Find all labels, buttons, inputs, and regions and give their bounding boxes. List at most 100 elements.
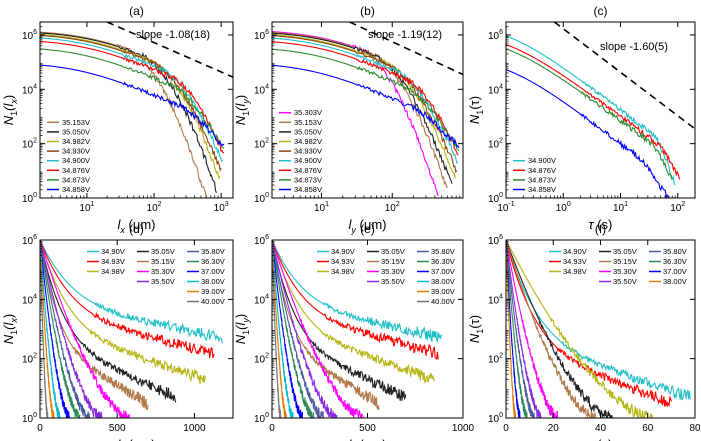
y-tick-label: 102 <box>22 138 37 151</box>
y-tick-label: 100 <box>22 412 37 425</box>
series-line <box>40 240 49 418</box>
series-line <box>506 240 559 418</box>
legend-label: 34.876V <box>62 166 90 175</box>
slope-annotation: slope -1.60(5) <box>600 41 668 53</box>
y-tick-label: 100 <box>22 192 37 205</box>
series-line <box>272 35 458 174</box>
legend-label: 34.873V <box>294 175 322 184</box>
legend-label: 34.93V <box>563 257 587 266</box>
legend-label: 35.050V <box>294 127 322 136</box>
legend-label: 34.93V <box>101 257 125 266</box>
legend-label: 35.30V <box>151 267 175 276</box>
plot-area <box>40 22 233 198</box>
y-tick-label: 104 <box>254 293 269 306</box>
legend-label: 38.00V <box>431 277 455 286</box>
legend-label: 34.90V <box>101 247 125 256</box>
legend-label: 34.982V <box>294 137 322 146</box>
y-tick-label: 100 <box>488 412 503 425</box>
legend-label: 35.05V <box>613 247 637 256</box>
legend-label: 35.050V <box>62 127 90 136</box>
y-axis-label: N1(lx) <box>1 314 19 344</box>
series-line <box>272 240 304 418</box>
legend-label: 34.858V <box>528 185 556 194</box>
y-tick-label: 104 <box>22 83 37 96</box>
panel-title: (b) <box>360 4 375 18</box>
series-line <box>506 240 535 418</box>
panel-1: 101 102 103 100 102 104 106 (a) lx (μm) N1(lx) slo… <box>1 4 234 235</box>
legend-label: 34.98V <box>101 267 125 276</box>
y-tick-label: 100 <box>254 412 269 425</box>
legend-label: 36.30V <box>201 257 225 266</box>
x-axis-label: lx (μm) <box>118 437 156 441</box>
y-axis-label: N1(lx) <box>1 95 19 125</box>
x-axis-label: ly (μm) <box>349 437 387 441</box>
panel-6: 0 20 40 60 80 100 102 104 106 (f) τ (s) N1(τ) 34.90V… <box>467 222 701 441</box>
series-line <box>506 240 691 401</box>
legend-label: 39.00V <box>431 287 455 296</box>
legend-label: 34.93V <box>331 257 355 266</box>
series-line <box>272 240 338 418</box>
series-line <box>40 64 225 147</box>
legend-label: 34.876V <box>528 166 556 175</box>
series-line <box>40 33 221 179</box>
legend-label: 38.00V <box>201 277 225 286</box>
x-tick-label: 500 <box>109 423 126 434</box>
legend-label: 38.00V <box>663 277 687 286</box>
legend-label: 34.930V <box>62 147 90 156</box>
legend-label: 34.858V <box>62 185 90 194</box>
y-tick-label: 102 <box>488 138 503 151</box>
series-line <box>40 34 222 172</box>
legend-label: 35.153V <box>294 118 322 127</box>
y-tick-label: 106 <box>254 29 269 42</box>
x-axis-label: τ (s) <box>589 217 613 232</box>
series-line <box>272 240 435 383</box>
panel-4: 0 500 1000 100 102 104 106 (d) lx (μm) N1(lx) 34.9… <box>1 222 234 441</box>
y-tick-label: 106 <box>22 234 37 247</box>
legend-label: 34.90V <box>331 247 355 256</box>
series-line <box>272 240 364 418</box>
series-line <box>272 240 294 418</box>
series-line <box>506 240 654 418</box>
x-tick-label: 101 <box>314 201 329 214</box>
series-line <box>272 41 459 156</box>
x-tick-label: 500 <box>359 423 376 434</box>
legend-label: 34.900V <box>294 156 322 165</box>
axes-frame <box>505 21 696 199</box>
y-tick-label: 102 <box>254 353 269 366</box>
series-line <box>272 240 439 360</box>
series-line <box>40 48 225 149</box>
series-line <box>40 240 90 418</box>
legend-label: 34.982V <box>62 137 90 146</box>
y-tick-label: 104 <box>488 293 503 306</box>
series-line <box>506 240 613 418</box>
x-tick-label: 102 <box>670 201 685 214</box>
legend-label: 34.873V <box>62 175 90 184</box>
panel-title: (a) <box>129 4 144 18</box>
series-line <box>506 35 676 186</box>
legend-label: 35.30V <box>381 267 405 276</box>
y-axis-label: N1(τ) <box>467 315 485 343</box>
x-tick-label: 102 <box>385 201 400 214</box>
legend-label: 35.15V <box>381 257 405 266</box>
x-tick-label: 0 <box>37 423 43 434</box>
slope-line <box>106 22 233 78</box>
legend-label: 34.876V <box>294 166 322 175</box>
legend-label: 35.153V <box>62 118 90 127</box>
y-tick-label: 106 <box>488 234 503 247</box>
y-tick-label: 106 <box>488 29 503 42</box>
series-line <box>272 64 460 149</box>
legend-label: 35.50V <box>381 277 405 286</box>
series-line <box>506 240 528 418</box>
y-tick-label: 102 <box>488 353 503 366</box>
legend-label: 34.98V <box>563 267 587 276</box>
panel-title: (d) <box>129 222 144 236</box>
series-line <box>40 240 103 418</box>
series-line <box>40 240 131 418</box>
series-line <box>40 240 81 418</box>
plot-area <box>40 240 223 418</box>
